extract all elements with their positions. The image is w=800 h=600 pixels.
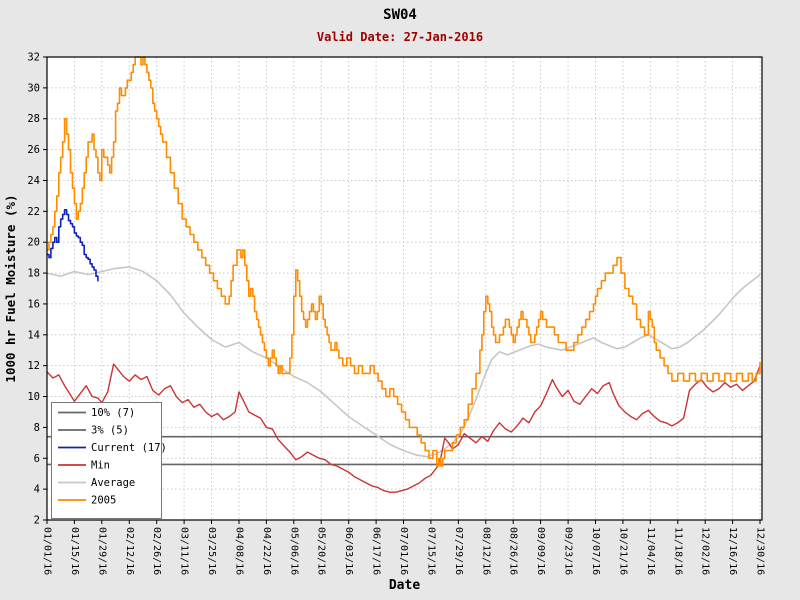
x-tick-label: 11/04/16 <box>645 527 656 575</box>
x-tick-label: 04/08/16 <box>234 527 245 575</box>
y-tick-label: 12 <box>27 360 40 372</box>
y-tick-label: 28 <box>27 113 40 125</box>
x-tick-label: 10/21/16 <box>617 527 628 575</box>
y-tick-label: 4 <box>34 484 40 496</box>
x-tick-label: 10/07/16 <box>590 527 601 575</box>
legend-label-10-7: 10% (7) <box>91 407 135 419</box>
y-tick-label: 24 <box>27 175 40 187</box>
x-axis: 01/01/16 01/15/16 01/29/16 02/12/16 02/26/16… <box>42 520 766 593</box>
x-tick-label: 01/29/16 <box>96 527 107 575</box>
y-tick-label: 18 <box>27 268 40 280</box>
legend-label-2005: 2005 <box>91 495 116 507</box>
y-tick-label: 20 <box>27 237 40 249</box>
x-tick-label: 05/06/16 <box>288 527 299 575</box>
x-tick-label: 03/25/16 <box>206 527 217 575</box>
y-tick-label: 30 <box>27 82 40 94</box>
x-tick-label: 11/18/16 <box>672 527 683 575</box>
y-tick-label: 22 <box>27 206 40 218</box>
legend: 10% (7) 3% (5) Current (17) Min Average 2005 <box>51 402 167 519</box>
legend-label-3-5: 3% (5) <box>91 425 129 437</box>
x-tick-label: 07/29/16 <box>453 527 464 575</box>
series-2005 <box>46 56 761 467</box>
valid-date-label: Valid Date: 27-Jan-2016 <box>316 30 484 44</box>
legend-label-average: Average <box>91 477 135 489</box>
x-axis-title: Date <box>389 578 420 593</box>
x-tick-label: 12/02/16 <box>700 527 711 575</box>
x-tick-label: 12/30/16 <box>755 527 766 575</box>
x-tick-label: 02/12/16 <box>124 527 135 575</box>
x-tick-label: 06/03/16 <box>343 527 354 575</box>
x-tick-label: 05/20/16 <box>316 527 327 575</box>
x-tick-label: 12/16/16 <box>727 527 738 575</box>
x-tick-label: 08/12/16 <box>480 527 491 575</box>
series-average <box>46 266 761 458</box>
x-tick-label: 02/26/16 <box>151 527 162 575</box>
legend-label-current-17: Current (17) <box>91 442 167 454</box>
y-tick-label: 26 <box>27 144 40 156</box>
y-tick-label: 6 <box>34 453 40 465</box>
series-min <box>46 363 761 493</box>
x-tick-label: 07/01/16 <box>398 527 409 575</box>
x-tick-label: 04/22/16 <box>261 527 272 575</box>
x-tick-label: 06/17/16 <box>371 527 382 575</box>
x-tick-label: 07/15/16 <box>425 527 436 575</box>
x-tick-label: 08/26/16 <box>508 527 519 575</box>
y-tick-label: 8 <box>34 422 40 434</box>
series-current-17 <box>46 209 99 282</box>
plot-area <box>47 57 762 520</box>
x-tick-label: 09/23/16 <box>563 527 574 575</box>
reference-lines <box>47 435 762 466</box>
y-axis-title: 1000 hr Fuel Moisture (%) <box>3 194 18 382</box>
x-tick-label: 01/15/16 <box>69 527 80 575</box>
plot-border <box>46 56 763 521</box>
x-tick-label: 03/11/16 <box>179 527 190 575</box>
y-tick-label: 16 <box>27 298 40 310</box>
chart-title: SW04 <box>383 7 417 23</box>
gridlines <box>46 56 762 521</box>
legend-label-min: Min <box>91 460 110 472</box>
x-tick-label: 09/09/16 <box>535 527 546 575</box>
y-tick-label: 32 <box>27 52 40 64</box>
y-tick-label: 14 <box>27 329 40 341</box>
y-tick-label: 10 <box>27 391 40 403</box>
x-tick-label: 01/01/16 <box>42 527 53 575</box>
y-tick-label: 2 <box>34 515 40 527</box>
